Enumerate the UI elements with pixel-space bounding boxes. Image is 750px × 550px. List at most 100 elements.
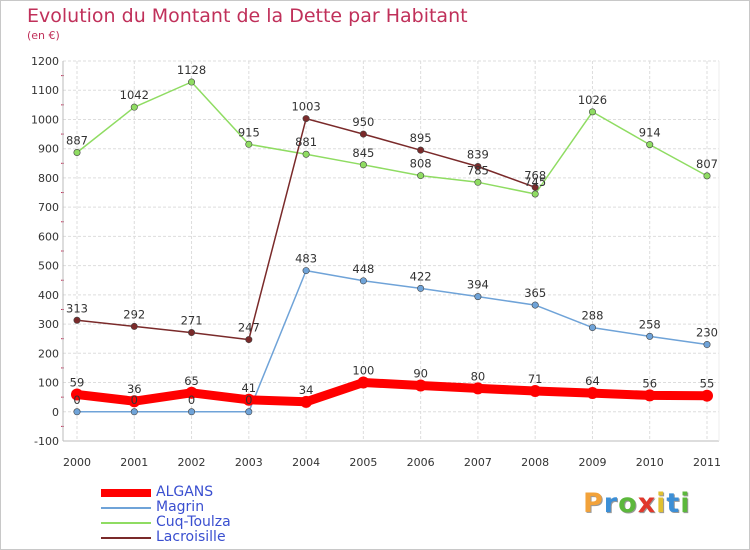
data-point	[302, 115, 310, 123]
data-label: 65	[184, 374, 199, 388]
data-label: 1003	[291, 100, 320, 114]
y-tick-label: 700	[38, 201, 59, 214]
data-point	[188, 408, 196, 416]
data-label: 950	[352, 115, 374, 129]
data-labels: 887 1042 1128 915 881 845 808 785 745 1026 914 807 3…	[66, 63, 718, 407]
data-label: 745	[524, 175, 546, 189]
data-label: 394	[467, 278, 489, 292]
data-point	[185, 386, 198, 399]
data-point	[130, 103, 138, 111]
data-label: 80	[471, 369, 486, 383]
data-point	[359, 161, 367, 169]
x-tick-label: 2006	[407, 456, 435, 469]
data-label: 845	[352, 146, 374, 160]
data-label: 448	[352, 262, 374, 276]
data-label: 288	[581, 309, 603, 323]
legend-swatch	[101, 522, 151, 524]
data-label: 0	[188, 393, 195, 407]
legend-swatch	[101, 489, 151, 497]
data-label: 34	[299, 383, 314, 397]
data-label: 768	[524, 168, 546, 182]
data-point	[73, 148, 81, 156]
data-label: 422	[410, 269, 432, 283]
data-point	[73, 316, 81, 324]
logo-letter: i	[656, 488, 667, 519]
data-point	[703, 172, 711, 180]
data-point	[130, 322, 138, 330]
data-point	[188, 329, 196, 337]
series-magrin	[73, 267, 711, 416]
data-label: 1026	[578, 93, 607, 107]
data-label: 36	[127, 382, 142, 396]
legend-label: Lacroisille	[156, 529, 226, 545]
data-label: 895	[410, 131, 432, 145]
legend-label: ALGANS	[156, 484, 214, 500]
data-label: 100	[352, 364, 374, 378]
data-point	[245, 408, 253, 416]
x-tick-label: 2004	[292, 456, 320, 469]
x-tick-label: 2000	[63, 456, 91, 469]
data-label: 0	[73, 393, 80, 407]
data-point	[588, 108, 596, 116]
data-label: 59	[70, 376, 85, 390]
data-label: 90	[413, 366, 428, 380]
data-point	[474, 178, 482, 186]
series-algans	[71, 376, 713, 408]
data-point	[703, 341, 711, 349]
data-label: 55	[700, 377, 715, 391]
chart-title: Evolution du Montant de la Dette par Hab…	[27, 5, 468, 27]
data-label: 271	[181, 314, 203, 328]
data-label: 230	[696, 326, 718, 340]
data-label: 0	[245, 393, 252, 407]
data-point	[474, 293, 482, 301]
data-point	[414, 379, 427, 392]
data-point	[242, 393, 255, 406]
data-label: 808	[410, 157, 432, 171]
data-label: 56	[642, 376, 657, 390]
data-point	[188, 78, 196, 86]
x-tick-label: 2009	[578, 456, 606, 469]
data-label: 483	[295, 252, 317, 266]
x-tick-label: 2001	[120, 456, 148, 469]
y-tick-label: 1000	[31, 113, 59, 126]
data-label: 915	[238, 125, 260, 139]
x-tick-label: 2008	[521, 456, 549, 469]
data-label: 0	[131, 393, 138, 407]
data-point	[531, 190, 539, 198]
data-point	[417, 284, 425, 292]
series-cuq-toulza	[73, 78, 711, 198]
y-tick-label: 900	[38, 143, 59, 156]
series-line	[72, 378, 712, 407]
data-point	[701, 389, 713, 402]
data-point	[588, 324, 596, 332]
data-point	[529, 385, 542, 398]
data-label: 881	[295, 135, 317, 149]
proxiti-logo: Proxiti	[583, 488, 691, 519]
data-point	[302, 150, 310, 158]
y-tick-label: 300	[38, 318, 59, 331]
data-label: 1128	[177, 63, 206, 77]
data-point	[417, 146, 425, 154]
data-label: 292	[123, 307, 145, 321]
x-tick-label: 2002	[178, 456, 206, 469]
x-tick-label: 2005	[349, 456, 377, 469]
data-point	[531, 301, 539, 309]
y-tick-label: 200	[38, 347, 59, 360]
x-tick-label: 2011	[693, 456, 721, 469]
data-point	[245, 336, 253, 344]
chart-subtitle: (en €)	[27, 29, 60, 42]
logo-letter: P	[583, 488, 604, 519]
data-label: 887	[66, 133, 88, 147]
logo-letter: i	[680, 488, 691, 519]
data-point	[471, 382, 484, 395]
data-point	[646, 141, 654, 149]
x-tick-label: 2010	[636, 456, 664, 469]
data-label: 365	[524, 286, 546, 300]
data-label: 914	[639, 126, 661, 140]
data-point	[300, 395, 313, 408]
grid	[63, 60, 719, 442]
logo-letter: t	[666, 488, 681, 519]
legend-label: Cuq-Toulza	[156, 514, 231, 530]
data-label: 41	[241, 381, 256, 395]
